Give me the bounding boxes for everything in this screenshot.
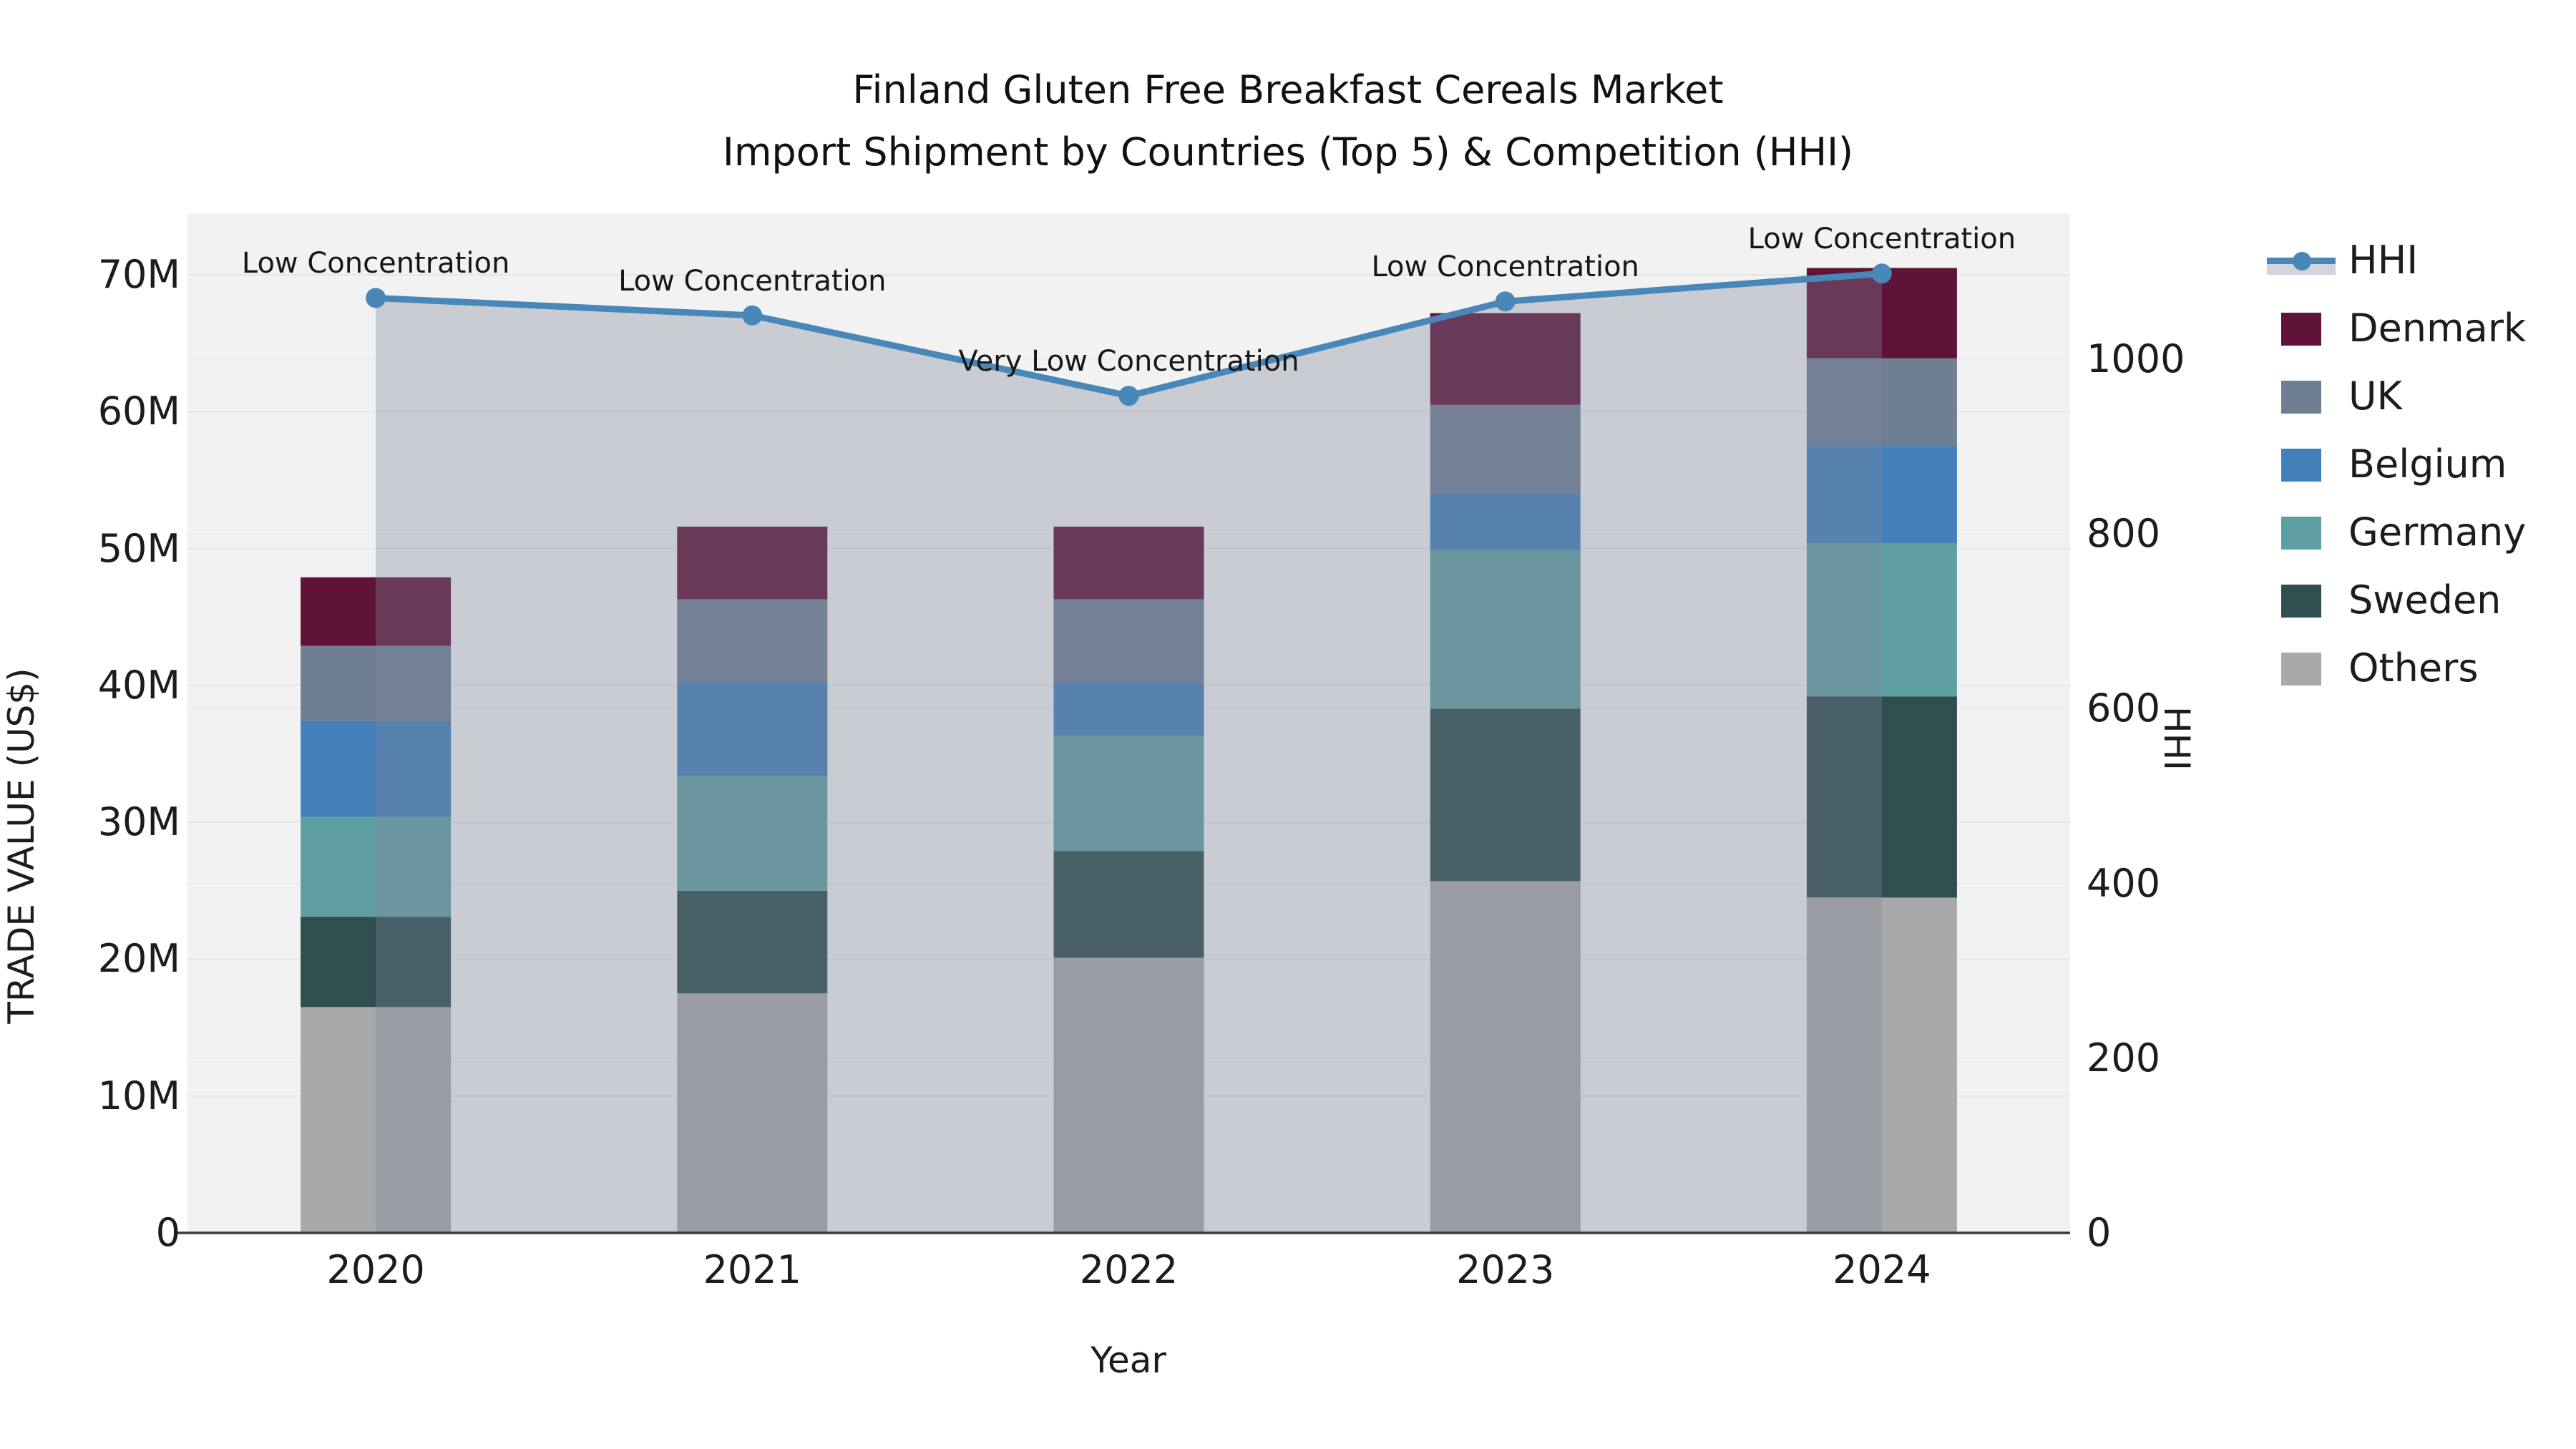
y-right-tick-0: 0: [2087, 1210, 2112, 1255]
legend-marker-column: [2267, 444, 2336, 484]
annotation-2020: Low Concentration: [241, 247, 510, 280]
bar-segment-sweden-2023[interactable]: [1430, 708, 1581, 882]
y-left-tick-60M: 60M: [97, 389, 180, 434]
x-axis-title: Year: [1091, 1340, 1166, 1381]
bar-segment-others-2023[interactable]: [1430, 881, 1581, 1233]
bar-segment-germany-2022[interactable]: [1053, 736, 1204, 852]
y-left-tick-50M: 50M: [97, 525, 180, 571]
bar-segment-sweden-2024[interactable]: [1806, 696, 1957, 898]
x-tick-2022: 2022: [1079, 1247, 1179, 1292]
bar-segment-belgium-2024[interactable]: [1806, 446, 1957, 543]
legend-item-belgium[interactable]: Belgium: [2267, 444, 2507, 484]
legend-swatch-icon-denmark: [2281, 313, 2321, 346]
legend-label: Denmark: [2348, 306, 2527, 351]
bar-segment-others-2022[interactable]: [1053, 957, 1204, 1233]
annotation-2024: Low Concentration: [1747, 223, 2016, 256]
bar-segment-germany-2023[interactable]: [1430, 550, 1581, 709]
x-tick-2020: 2020: [326, 1247, 425, 1292]
annotation-2022: Very Low Concentration: [958, 345, 1299, 379]
annotation-2021: Low Concentration: [618, 264, 887, 298]
y-left-axis-title: TRADE VALUE (US$): [1, 668, 42, 1024]
bar-segment-uk-2021[interactable]: [677, 599, 828, 683]
bar-segment-belgium-2022[interactable]: [1053, 683, 1204, 736]
bar-segment-denmark-2020[interactable]: [301, 577, 452, 646]
y-left-tick-70M: 70M: [97, 252, 180, 298]
bar-segment-uk-2024[interactable]: [1806, 358, 1957, 447]
bar-segment-belgium-2021[interactable]: [677, 683, 828, 776]
bar-segment-denmark-2022[interactable]: [1053, 527, 1204, 600]
x-tick-2024: 2024: [1833, 1247, 1931, 1292]
bar-segment-denmark-2023[interactable]: [1430, 313, 1581, 405]
legend-item-hhi[interactable]: HHI: [2267, 240, 2418, 280]
bar-segment-others-2021[interactable]: [677, 993, 828, 1233]
legend-marker-column: [2267, 648, 2336, 688]
hhi-point-2020[interactable]: [366, 288, 386, 308]
legend-item-others[interactable]: Others: [2267, 648, 2478, 688]
bar-segment-sweden-2021[interactable]: [677, 890, 828, 994]
y-right-tick-400: 400: [2087, 860, 2161, 906]
legend-label: Others: [2348, 645, 2479, 691]
bar-segment-uk-2020[interactable]: [301, 645, 452, 721]
legend-item-sweden[interactable]: Sweden: [2267, 580, 2501, 620]
legend-marker-column: [2267, 308, 2336, 348]
legend-label: UK: [2348, 374, 2402, 419]
legend-item-germany[interactable]: Germany: [2267, 512, 2526, 552]
bar-segment-belgium-2020[interactable]: [301, 721, 452, 817]
chart-title-line2: Import Shipment by Countries (Top 5) & C…: [722, 130, 1854, 175]
bar-segment-others-2020[interactable]: [301, 1007, 452, 1233]
bar-segment-uk-2023[interactable]: [1430, 404, 1581, 494]
legend-marker-column: [2267, 376, 2336, 416]
y-right-tick-600: 600: [2087, 686, 2161, 731]
y-right-tick-1000: 1000: [2087, 336, 2185, 381]
legend-hhi-marker-icon: [2293, 252, 2311, 270]
hhi-point-2023[interactable]: [1495, 291, 1516, 312]
bar-segment-germany-2020[interactable]: [301, 816, 452, 917]
hhi-point-2024[interactable]: [1871, 263, 1892, 284]
legend-item-uk[interactable]: UK: [2267, 376, 2402, 416]
bar-segment-uk-2022[interactable]: [1053, 599, 1204, 683]
bar-segment-germany-2021[interactable]: [677, 776, 828, 891]
chart-title-line1: Finland Gluten Free Breakfast Cereals Ma…: [852, 67, 1724, 112]
bar-segment-others-2024[interactable]: [1806, 897, 1957, 1233]
legend-swatch-icon-uk: [2281, 381, 2321, 414]
y-right-tick-200: 200: [2087, 1035, 2161, 1080]
hhi-point-2022[interactable]: [1118, 386, 1139, 406]
bar-segment-sweden-2020[interactable]: [301, 917, 452, 1008]
hhi-area: [376, 273, 1882, 1233]
annotation-2023: Low Concentration: [1371, 250, 1639, 284]
legend-marker-column: [2267, 580, 2336, 620]
legend-marker-column: [2267, 512, 2336, 552]
legend-item-denmark[interactable]: Denmark: [2267, 308, 2526, 348]
legend-swatch-icon-germany: [2281, 517, 2321, 550]
y-right-axis-title: HHI: [2156, 706, 2197, 771]
legend-label: Germany: [2348, 509, 2527, 555]
legend-label: HHI: [2348, 238, 2419, 283]
y-left-tick-0: 0: [155, 1210, 180, 1255]
bar-segment-germany-2024[interactable]: [1806, 542, 1957, 697]
legend-swatch-icon-others: [2281, 653, 2321, 686]
y-left-tick-20M: 20M: [97, 936, 180, 982]
legend-label: Sweden: [2348, 577, 2502, 623]
x-tick-2023: 2023: [1455, 1247, 1555, 1292]
y-left-tick-10M: 10M: [97, 1073, 180, 1118]
y-right-tick-800: 800: [2087, 511, 2161, 557]
y-left-tick-40M: 40M: [97, 662, 180, 708]
bar-segment-denmark-2021[interactable]: [677, 527, 828, 600]
hhi-point-2021[interactable]: [742, 305, 763, 326]
bar-segment-belgium-2023[interactable]: [1430, 494, 1581, 550]
legend-swatch-icon-belgium: [2281, 449, 2321, 482]
x-tick-2021: 2021: [703, 1247, 802, 1292]
legend-label: Belgium: [2348, 441, 2507, 487]
bar-segment-sweden-2022[interactable]: [1053, 851, 1204, 958]
legend-swatch-icon-sweden: [2281, 585, 2321, 618]
legend-marker-column: [2267, 240, 2336, 280]
y-left-tick-30M: 30M: [97, 799, 180, 845]
